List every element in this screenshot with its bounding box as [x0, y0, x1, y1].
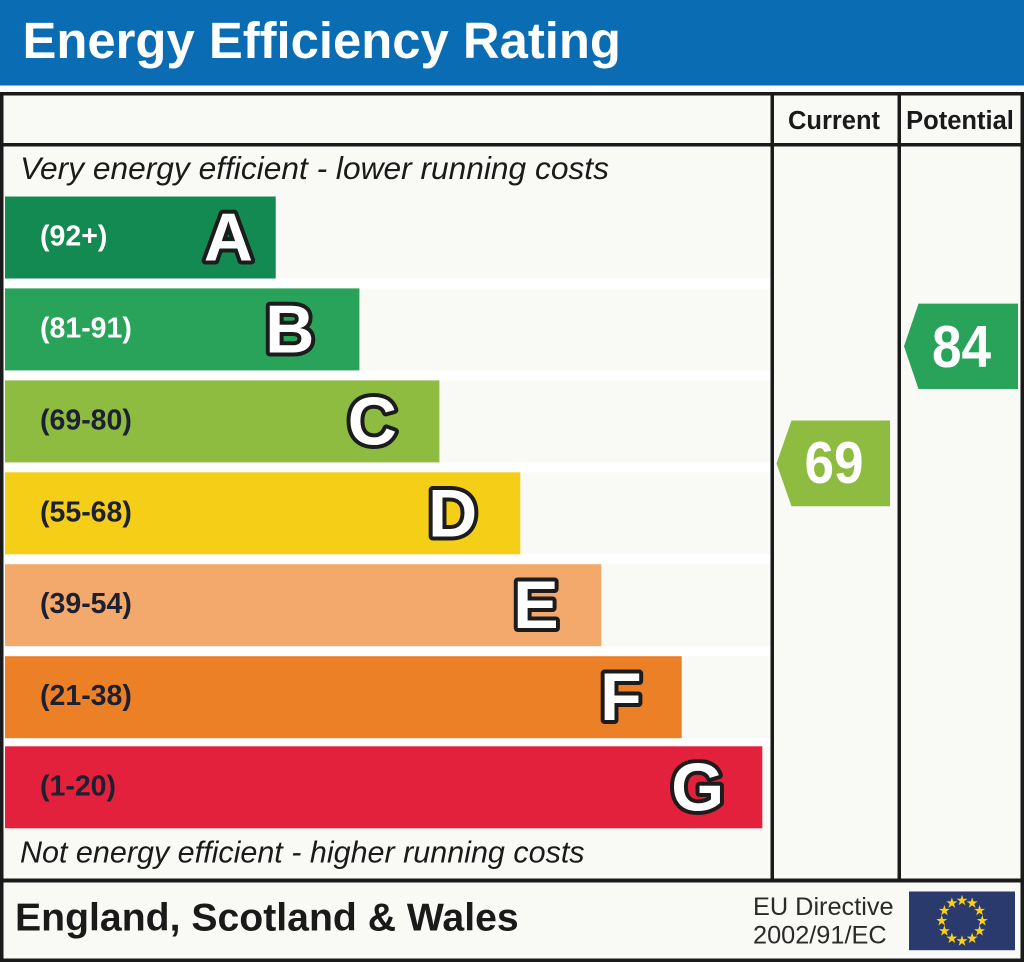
svg-text:(1-20): (1-20)	[40, 770, 116, 802]
svg-text:England, Scotland & Wales: England, Scotland & Wales	[15, 897, 519, 940]
svg-text:(21-38): (21-38)	[40, 680, 132, 712]
svg-text:C: C	[348, 383, 397, 459]
svg-text:(69-80): (69-80)	[40, 404, 132, 436]
svg-text:Not energy efficient - higher: Not energy efficient - higher running co…	[20, 836, 585, 870]
svg-text:G: G	[671, 749, 724, 825]
svg-text:A: A	[204, 200, 253, 276]
svg-text:2002/91/EC: 2002/91/EC	[753, 921, 887, 949]
svg-text:E: E	[513, 567, 558, 643]
svg-text:D: D	[428, 475, 477, 551]
svg-text:69: 69	[804, 429, 863, 495]
svg-text:(81-91): (81-91)	[40, 312, 132, 344]
svg-text:(39-54): (39-54)	[40, 588, 132, 620]
svg-text:B: B	[265, 291, 314, 367]
svg-text:Very energy efficient - lower: Very energy efficient - lower running co…	[20, 150, 609, 186]
svg-text:Potential: Potential	[906, 107, 1014, 135]
svg-text:EU Directive: EU Directive	[753, 893, 894, 921]
svg-text:Current: Current	[788, 107, 881, 135]
svg-text:(92+): (92+)	[40, 221, 107, 253]
svg-text:F: F	[600, 659, 642, 735]
svg-text:84: 84	[932, 313, 991, 379]
svg-text:(55-68): (55-68)	[40, 496, 132, 528]
svg-text:Energy Efficiency Rating: Energy Efficiency Rating	[23, 12, 621, 69]
